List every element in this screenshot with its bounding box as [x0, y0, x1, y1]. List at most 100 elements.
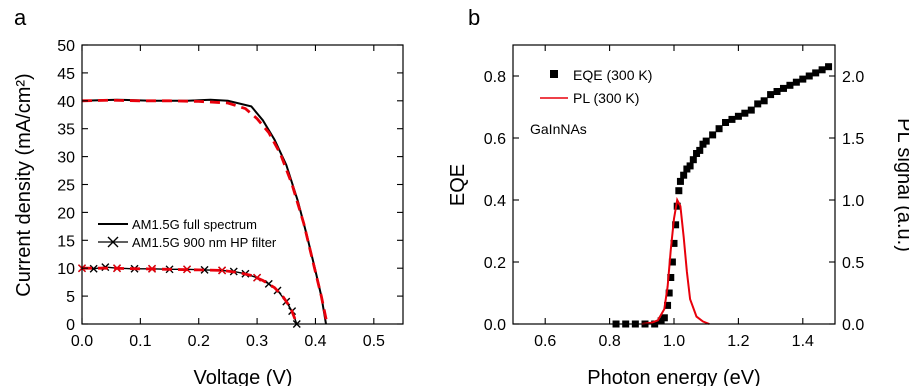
legend-label-hp-filter: AM1.5G 900 nm HP filter [132, 235, 277, 250]
panel-a: a 0.0 0.1 0.2 0.3 0.4 0.5 0 5 10 15 20 25 30 35 40 45 5… [13, 5, 404, 389]
y-tick-label: 40 [57, 94, 75, 111]
x-marker-point [218, 266, 227, 275]
square-marker-point [675, 187, 683, 195]
series-line-pl-300-k- [641, 196, 710, 325]
x-tick-label: 1.2 [727, 333, 749, 350]
square-marker-point [696, 146, 704, 154]
y-tick-label: 0.6 [484, 131, 506, 148]
x-tick-label: 0.0 [71, 333, 93, 350]
square-marker-point [799, 75, 807, 83]
series-line-am1-5g-full-spectrum [81, 98, 327, 325]
y2-tick-label: 1.0 [842, 193, 864, 210]
y-tick-label: 25 [57, 178, 75, 195]
y-tick-label: 45 [57, 66, 75, 83]
x-tick-label: 0.5 [363, 333, 385, 350]
x-marker-point [113, 264, 122, 273]
legend-label-pl: PL (300 K) [573, 90, 639, 106]
panel-a-letter: a [14, 5, 27, 30]
panel-a-y-axis-title: Current density (mA/cm²) [13, 73, 35, 296]
y2-tick-label: 2.0 [842, 69, 864, 86]
x-marker-point [253, 273, 262, 282]
y-tick-label: 30 [57, 150, 75, 167]
series-line-am1-5g-900-nm-hp-filter [81, 266, 298, 325]
square-marker-point [664, 301, 672, 309]
x-tick-label: 0.8 [598, 333, 620, 350]
panel-b-x-ticks: 0.6 0.8 1.0 1.2 1.4 [534, 45, 814, 350]
panel-b-x-axis-title: Photon energy (eV) [587, 367, 760, 386]
x-marker-point [200, 265, 209, 274]
series-line-series-2 [81, 98, 329, 325]
square-marker-point [805, 72, 813, 80]
square-marker-point [812, 69, 820, 77]
square-marker-point [728, 115, 736, 123]
panel-a-y-ticks: 0 5 10 15 20 25 30 35 40 45 50 [57, 38, 403, 334]
legend-swatch-eqe [550, 70, 558, 78]
x-tick-label: 1.4 [792, 333, 814, 350]
square-marker-point [668, 258, 676, 266]
series-line-series-3 [82, 266, 299, 325]
y-tick-label: 50 [57, 38, 75, 55]
panel-a-x-ticks: 0.0 0.1 0.2 0.3 0.4 0.5 [71, 45, 385, 350]
x-marker-point [89, 264, 98, 273]
square-marker-point [702, 137, 710, 145]
y-tick-label: 0.0 [484, 317, 506, 334]
y-tick-label: 20 [57, 205, 75, 222]
square-marker-point [747, 106, 755, 114]
x-tick-label: 1.0 [663, 333, 685, 350]
square-marker-point [665, 289, 673, 297]
square-marker-point [660, 314, 668, 322]
y2-tick-label: 0.5 [842, 255, 864, 272]
square-marker-point [680, 171, 688, 179]
y2-tick-label: 0.0 [842, 317, 864, 334]
square-marker-point [754, 100, 762, 108]
square-marker-point [767, 91, 775, 99]
x-marker-point [148, 264, 157, 273]
square-marker-point [672, 221, 680, 229]
square-marker-point [686, 162, 694, 170]
x-tick-label: 0.1 [129, 333, 151, 350]
x-tick-label: 0.3 [246, 333, 268, 350]
square-marker-point [734, 112, 742, 120]
y-tick-label: 35 [57, 122, 75, 139]
square-marker-point [689, 156, 697, 164]
square-marker-point [673, 202, 681, 210]
panel-b-annotation: GaInNAs [530, 121, 587, 137]
legend-label-eqe: EQE (300 K) [573, 67, 652, 83]
square-marker-point [741, 109, 749, 117]
square-marker-point [676, 177, 684, 185]
panel-b-y2-ticks: 0.0 0.5 1.0 1.5 2.0 [829, 69, 864, 334]
x-marker-point [183, 265, 192, 274]
square-marker-point [818, 66, 826, 74]
x-tick-label: 0.2 [188, 333, 210, 350]
x-tick-label: 0.4 [304, 333, 326, 350]
square-marker-point [670, 239, 678, 247]
panel-a-frame [81, 44, 404, 325]
y-tick-label: 0.8 [484, 69, 506, 86]
panel-b-y2-axis-title: PL signal (a.u.) [893, 118, 909, 252]
panel-b: b 0.6 0.8 1.0 1.2 1.4 0.0 0.2 0.4 0.6 0.8 0.0 0.5… [447, 5, 909, 389]
panel-b-legend: EQE (300 K) PL (300 K) [540, 67, 652, 106]
square-marker-point [773, 88, 781, 95]
x-tick-label: 0.6 [534, 333, 556, 350]
panel-b-y-axis-title: EQE [447, 164, 469, 206]
y2-tick-label: 1.5 [842, 131, 864, 148]
panel-b-y-ticks: 0.0 0.2 0.4 0.6 0.8 [484, 69, 519, 334]
square-marker-point [709, 131, 717, 139]
square-marker-point [792, 78, 800, 86]
y-tick-label: 0.4 [484, 193, 506, 210]
y-tick-label: 10 [57, 261, 75, 278]
square-marker-point [722, 119, 730, 126]
square-marker-point [786, 81, 794, 89]
panel-b-plot-area [612, 63, 833, 328]
square-marker-point [715, 125, 723, 133]
panel-a-plot-area [78, 98, 329, 328]
y-tick-label: 0.2 [484, 255, 506, 272]
y-tick-label: 15 [57, 233, 75, 250]
panel-b-letter: b [468, 5, 480, 30]
square-marker-point [667, 274, 675, 281]
legend-x-marker [107, 236, 119, 248]
square-marker-point [760, 97, 768, 105]
legend-label-full-spectrum: AM1.5G full spectrum [132, 217, 257, 232]
panel-a-legend: AM1.5G full spectrum AM1.5G 900 nm HP fi… [98, 217, 277, 250]
